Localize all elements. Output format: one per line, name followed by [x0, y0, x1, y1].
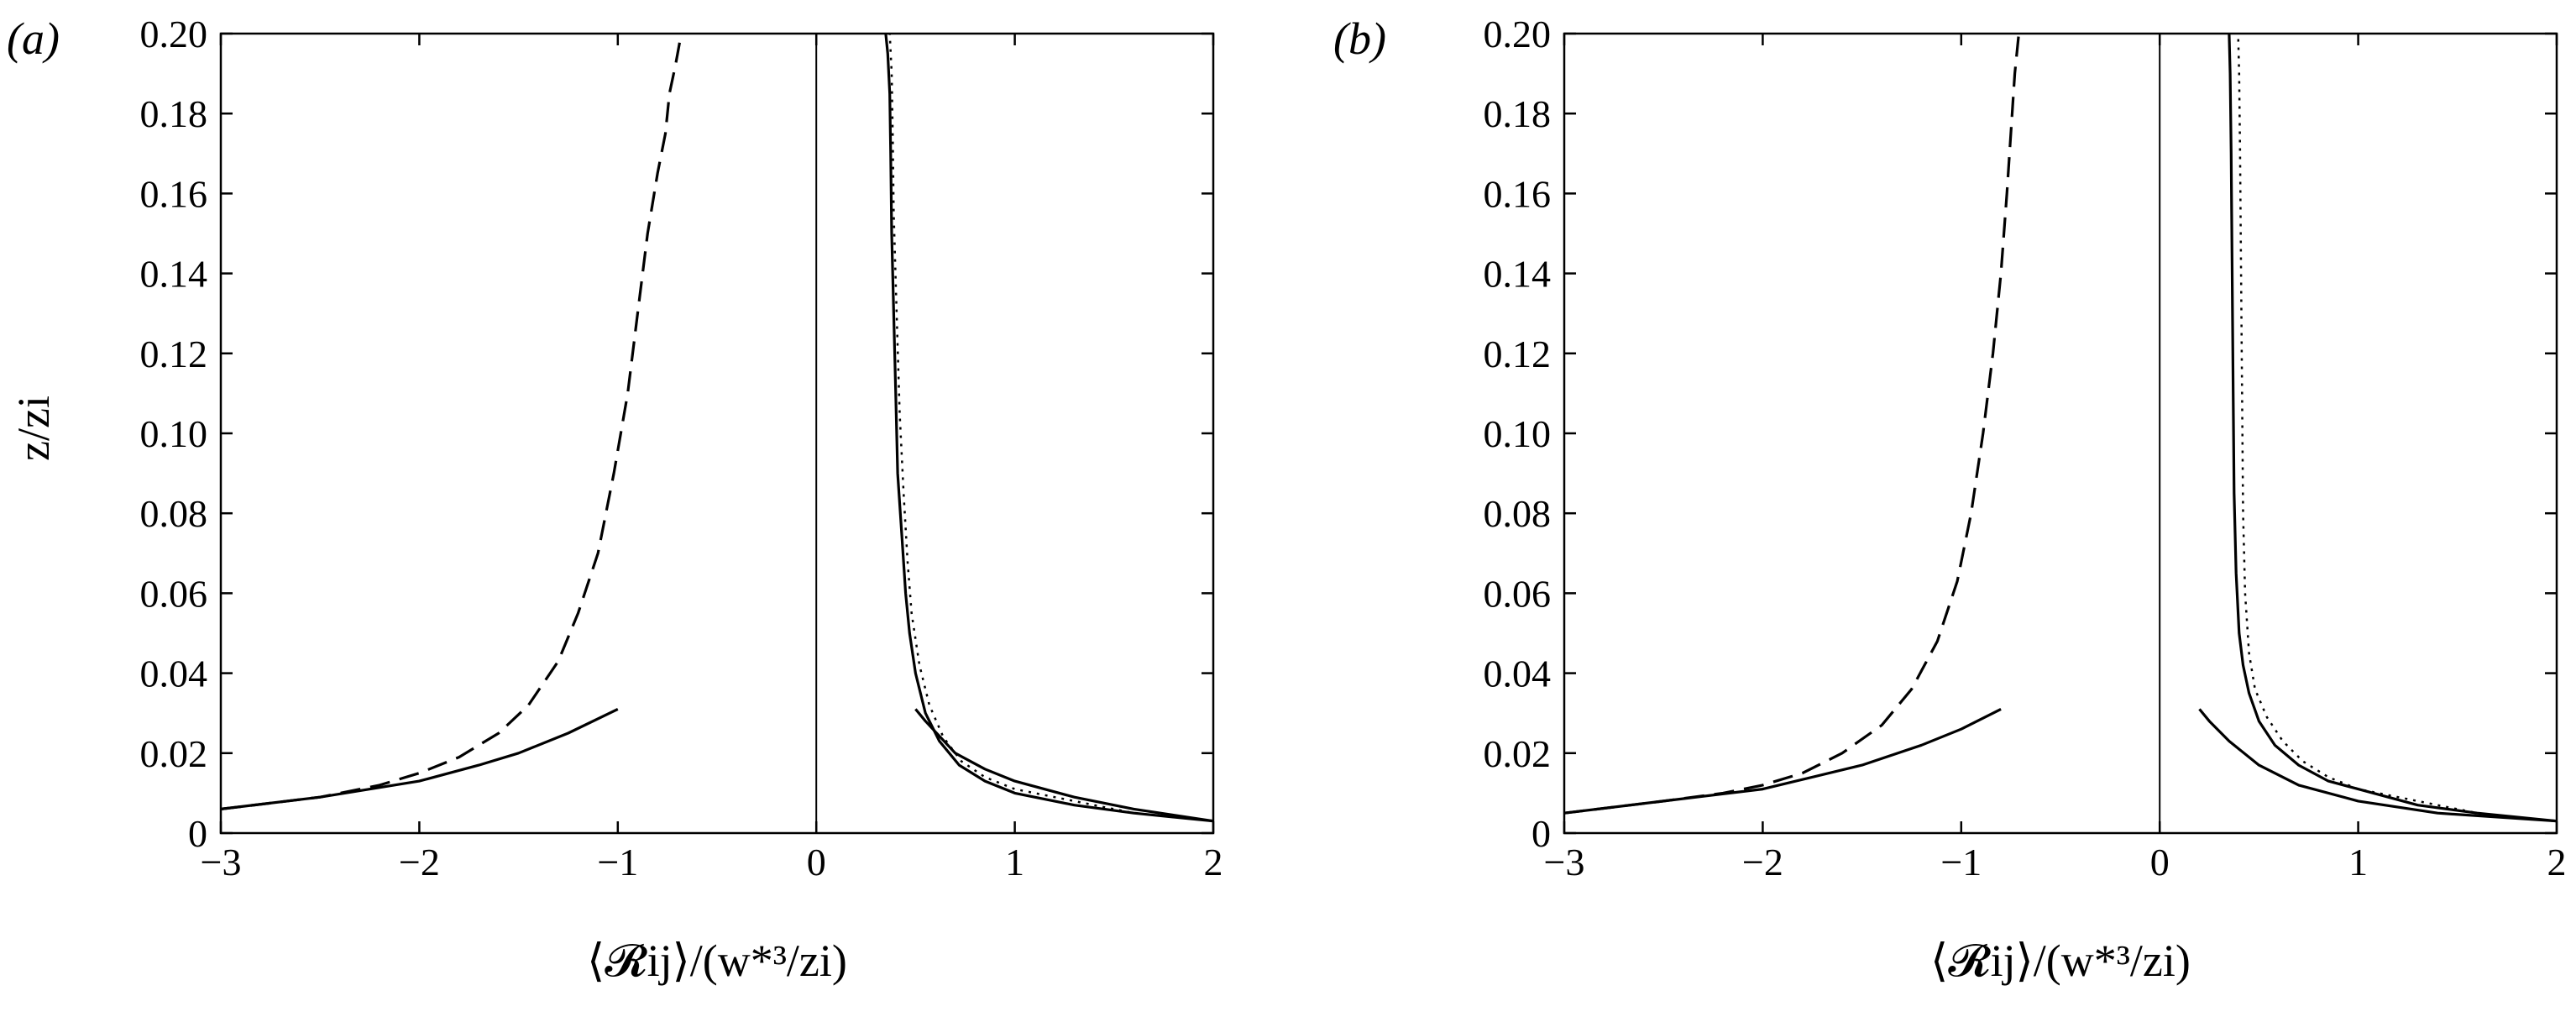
- y-tick-label: 0.04: [140, 653, 208, 695]
- x-tick-label: 1: [2348, 841, 2368, 883]
- x-tick-label: −1: [1940, 841, 1982, 883]
- y-axis-label-a: z/zi: [8, 396, 59, 461]
- series-solid-line: [884, 33, 1214, 823]
- x-tick-label: −2: [399, 841, 440, 883]
- panel-label-a: (a): [7, 13, 60, 64]
- y-tick-label: 0.08: [140, 492, 208, 535]
- x-tick-label: 1: [1005, 841, 1024, 883]
- x-tick-label: 0: [2150, 841, 2170, 883]
- series-dashed-line: [220, 33, 683, 810]
- y-tick-label: 0.20: [1484, 13, 1552, 55]
- x-tick-label: −2: [1742, 841, 1783, 883]
- series-solid-line: [2228, 33, 2558, 823]
- y-tick-label: 0.20: [140, 13, 208, 55]
- y-tick-label: 0.06: [1484, 572, 1552, 615]
- series-group-a: [220, 33, 1214, 823]
- series-solid-line: [2198, 708, 2558, 823]
- y-tick-label: 0.04: [1484, 653, 1552, 695]
- y-tick-label: 0.18: [140, 92, 208, 135]
- series-solid-line: [1563, 707, 2002, 815]
- y-tick-label: 0.06: [140, 572, 208, 615]
- panel-b: (b) 0 0.02 0.04 0.06 0.08 0.10 0.12 0.14 0.16 0.1…: [1333, 13, 2567, 986]
- y-tick-label: 0.16: [1484, 172, 1552, 215]
- y-tick-label: 0: [188, 812, 207, 855]
- y-tick-label: 0.16: [140, 172, 208, 215]
- x-axis-label-b: ⟨𝓡ij⟩/(w*³/zi): [1930, 936, 2191, 986]
- series-dotted-line: [888, 33, 1214, 822]
- y-tick-label: 0.02: [1484, 732, 1552, 775]
- panel-a: (a) z/zi 0 0.02 0.04 0.06 0.08 0.10 0.12 0.14 0.…: [7, 13, 1223, 986]
- y-ticks-a: 0 0.02 0.04 0.06 0.08 0.10 0.12 0.14 0.16 0.18 0.2…: [140, 13, 1213, 855]
- series-dashed-line: [1563, 33, 2020, 815]
- y-ticks-b: 0 0.02 0.04 0.06 0.08 0.10 0.12 0.14 0.16 0.18 0.2…: [1484, 13, 2557, 855]
- plot-frame-a: [219, 32, 1215, 835]
- y-tick-label: 0.12: [140, 333, 208, 375]
- series-group-b: [1563, 33, 2558, 823]
- x-tick-label: −1: [597, 841, 638, 883]
- x-tick-label: 0: [807, 841, 826, 883]
- panel-label-b: (b): [1333, 13, 1386, 64]
- y-tick-label: 0.08: [1484, 492, 1552, 535]
- x-tick-label: −3: [1544, 841, 1585, 883]
- series-solid-line: [914, 708, 1214, 823]
- y-axis-label-text: z/zi: [8, 396, 59, 461]
- series-solid-line: [220, 707, 619, 810]
- x-tick-label: −3: [201, 841, 242, 883]
- y-tick-label: 0.10: [140, 412, 208, 455]
- y-tick-label: 0.10: [1484, 412, 1552, 455]
- x-axis-label-a: ⟨𝓡ij⟩/(w*³/zi): [587, 936, 847, 986]
- y-tick-label: 0.14: [140, 253, 208, 296]
- x-tick-label: 2: [2547, 841, 2567, 883]
- y-tick-label: 0.12: [1484, 333, 1552, 375]
- x-ticks-a: −3 −2 −1 0 1 2: [201, 34, 1223, 883]
- y-tick-label: 0.02: [140, 732, 208, 775]
- x-ticks-b: −3 −2 −1 0 1 2: [1544, 34, 2567, 883]
- y-tick-label: 0.18: [1484, 92, 1552, 135]
- plot-frame-b: [1563, 32, 2558, 835]
- x-tick-label: 2: [1204, 841, 1223, 883]
- y-tick-label: 0.14: [1484, 253, 1552, 296]
- y-tick-label: 0: [1531, 812, 1551, 855]
- series-dotted-line: [2237, 33, 2558, 822]
